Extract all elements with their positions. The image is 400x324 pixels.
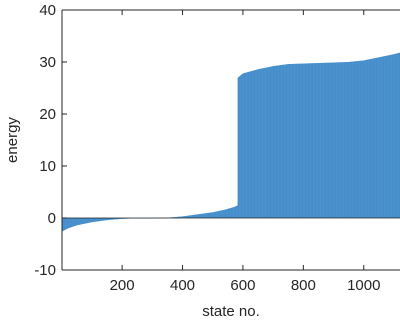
x-axis-label: state no. (202, 303, 260, 320)
y-tick-label: 40 (39, 2, 56, 19)
y-tick-label: 0 (48, 210, 56, 227)
x-tick-label: 600 (230, 277, 255, 294)
axes (61, 9, 400, 271)
tick-marks (62, 9, 365, 271)
x-tick-label: 200 (110, 277, 135, 294)
x-tick-label: 400 (170, 277, 195, 294)
bar-series (61, 52, 400, 232)
y-axis-label: energy (4, 117, 21, 163)
y-tick-label: 30 (39, 54, 56, 71)
y-tick-label: 10 (39, 158, 56, 175)
y-tick-label: -10 (34, 262, 56, 279)
y-tick-label: 20 (39, 106, 56, 123)
x-tick-label: 800 (291, 277, 316, 294)
tick-labels: -10 0 10 20 30 40 200 400 600 800 1000 (34, 2, 380, 294)
x-tick-label: 1000 (347, 277, 380, 294)
